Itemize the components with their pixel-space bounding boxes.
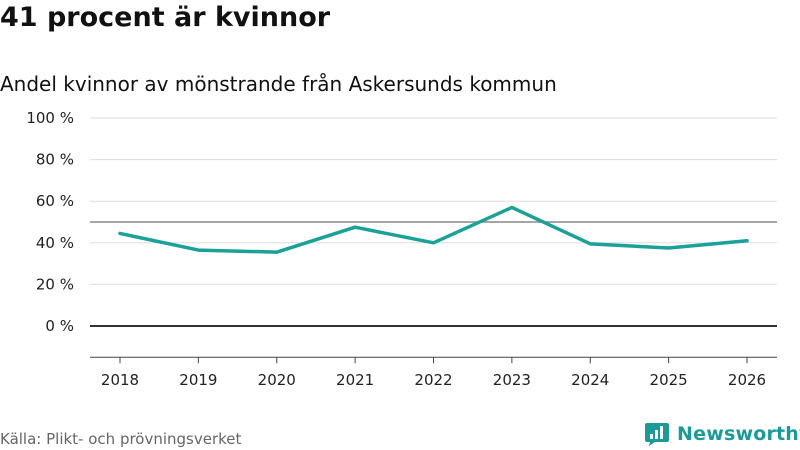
y-tick-label: 0 % xyxy=(45,317,74,335)
x-tick-label: 2020 xyxy=(258,371,296,389)
x-axis xyxy=(90,356,777,364)
data-point-2022 xyxy=(431,241,436,245)
brand-logo: Newsworthy xyxy=(644,421,800,447)
data-point-2019 xyxy=(196,248,200,252)
y-tick-label: 100 % xyxy=(26,109,74,127)
data-series xyxy=(118,205,749,254)
x-tick-label: 2018 xyxy=(101,371,139,389)
y-axis-labels: 0 % 20 % 40 % 60 % 80 % 100 % xyxy=(26,109,74,335)
y-tick-label: 80 % xyxy=(36,151,74,169)
x-tick-label: 2021 xyxy=(336,371,374,389)
chart-subtitle: Andel kvinnor av mönstrande från Askersu… xyxy=(0,72,557,96)
series-line xyxy=(118,205,749,254)
x-tick-label: 2024 xyxy=(571,371,609,389)
chart-title: 41 procent är kvinnor xyxy=(0,2,331,33)
data-point-2026 xyxy=(745,239,749,243)
data-point-2018 xyxy=(118,231,122,236)
data-point-2023 xyxy=(510,205,514,210)
x-tick-label: 2022 xyxy=(414,371,452,389)
x-axis-labels: 2018 2019 2020 2021 2022 2023 2024 2025 2026 xyxy=(101,371,766,389)
data-point-2025 xyxy=(667,246,671,250)
data-point-2020 xyxy=(275,250,279,254)
y-tick-label: 60 % xyxy=(36,192,74,210)
source-note: Källa: Plikt- och prövningsverket xyxy=(0,430,242,448)
y-tick-label: 20 % xyxy=(36,275,74,293)
line-chart: 0 % 20 % 40 % 60 % 80 % 100 % 2018 2019 2020 202… xyxy=(26,109,777,389)
data-point-2021 xyxy=(353,225,357,229)
x-tick-label: 2023 xyxy=(493,371,531,389)
brand-name: Newsworthy xyxy=(677,423,800,445)
x-tick-label: 2019 xyxy=(179,371,217,389)
data-point-2024 xyxy=(588,242,592,246)
y-tick-label: 40 % xyxy=(36,234,74,252)
x-tick-label: 2026 xyxy=(728,371,766,389)
gridlines xyxy=(90,117,777,327)
x-tick-label: 2025 xyxy=(650,371,688,389)
newsworthy-logo-icon xyxy=(645,423,669,446)
